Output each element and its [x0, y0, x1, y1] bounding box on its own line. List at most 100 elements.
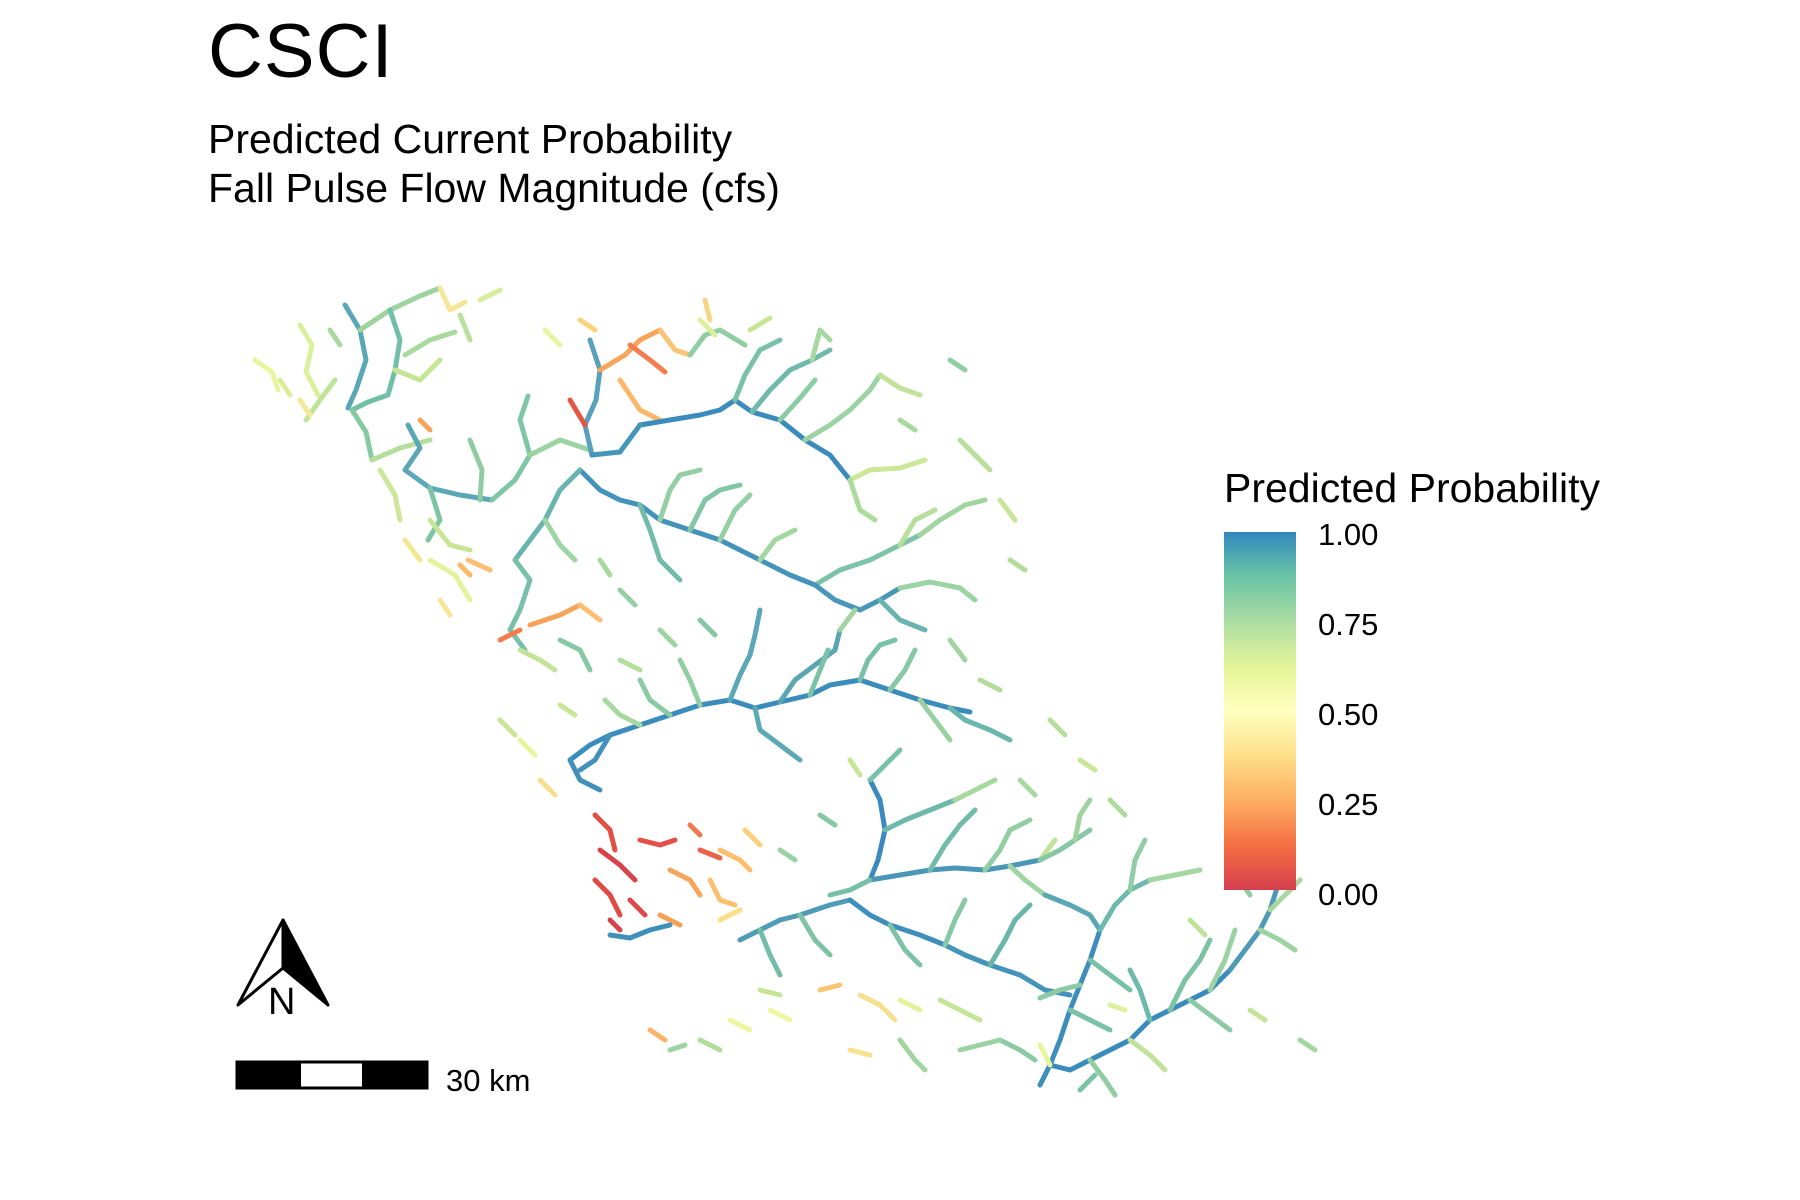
stream-reach: [542, 517, 578, 563]
stream-reach: [897, 417, 918, 433]
stream-reach: [897, 1037, 928, 1073]
stream-reach: [757, 527, 798, 563]
stream-reach: [897, 579, 978, 603]
stream-reach: [1107, 797, 1128, 818]
stream-reach: [1257, 927, 1298, 953]
legend-tick-label: 0.50: [1318, 697, 1379, 732]
stream-reach: [942, 897, 968, 948]
stream-reach: [737, 897, 853, 943]
stream-reach: [342, 302, 369, 411]
stream-reach: [817, 812, 838, 828]
stream-reach: [757, 987, 783, 998]
stream-reach: [657, 627, 678, 648]
stream-reach: [589, 422, 643, 458]
stream-reach: [1127, 837, 1148, 893]
stream-reach: [749, 347, 833, 415]
stream-reach: [1017, 777, 1038, 798]
stream-reach: [327, 327, 343, 348]
stream-reach: [1067, 1007, 1113, 1033]
subtitle-line-2: Fall Pulse Flow Magnitude (cfs): [208, 165, 780, 211]
stream-reach: [897, 997, 923, 1013]
stream-reach: [947, 637, 968, 663]
stream-reach: [297, 397, 313, 418]
stream-reach: [1077, 757, 1098, 773]
stream-reach: [707, 877, 738, 908]
stream-reach: [1187, 997, 1233, 1033]
stream-reach: [927, 807, 978, 873]
stream-reach: [677, 657, 703, 708]
stream-reach: [942, 942, 1023, 978]
stream-reach: [577, 317, 598, 333]
stream-reach: [667, 867, 703, 898]
stream-network: [252, 285, 1318, 1098]
stream-reach: [882, 797, 958, 833]
stream-reach: [427, 517, 473, 553]
stream-reach: [617, 657, 643, 673]
stream-reach: [1042, 892, 1103, 933]
stream-reach: [567, 677, 973, 763]
stream-reach: [867, 747, 903, 783]
stream-reach: [477, 287, 503, 303]
stream-reach: [1207, 927, 1238, 993]
stream-reach: [857, 637, 898, 683]
legend-tick-label: 0.75: [1318, 607, 1379, 642]
stream-reach: [857, 992, 898, 1023]
stream-reach: [527, 602, 583, 628]
stream-reach: [567, 757, 603, 793]
stream-reach: [777, 627, 843, 705]
stream-reach: [425, 485, 443, 543]
stream-reach: [727, 607, 763, 703]
stream-reach: [802, 372, 883, 443]
stream-reach: [1037, 827, 1093, 863]
stream-reach: [812, 582, 903, 613]
stream-reach: [827, 877, 873, 898]
stream-reach: [1297, 1037, 1318, 1053]
stream-reach: [887, 647, 918, 693]
stream-reach: [489, 393, 533, 503]
stream-reach: [577, 467, 818, 588]
stream-reach: [1167, 937, 1213, 1013]
stream-reach: [952, 777, 998, 803]
stream-reach: [657, 327, 693, 358]
stream-reach: [742, 827, 763, 848]
stream-reach: [1037, 1042, 1053, 1068]
stream-reach: [497, 717, 518, 738]
stream-reach: [607, 922, 673, 941]
stream-reach: [592, 812, 618, 853]
legend-title: Predicted Probability: [1224, 465, 1601, 511]
stream-reach: [349, 407, 375, 463]
stream-reach: [1007, 557, 1028, 573]
stream-reach: [1247, 1007, 1268, 1023]
stream-reach: [592, 877, 623, 918]
stream-reach: [982, 817, 1033, 873]
stream-reach: [747, 315, 773, 333]
stream-reach: [997, 497, 1018, 523]
stream-reach: [717, 492, 753, 543]
stream-reach: [702, 297, 713, 323]
stream-reach: [392, 357, 443, 383]
stream-reach: [557, 702, 578, 718]
map-title: CSCI: [208, 9, 394, 94]
stream-reach: [417, 417, 433, 433]
stream-reach: [1127, 1037, 1168, 1073]
stream-reach: [917, 497, 988, 538]
scale-bar-label: 30 km: [446, 1063, 531, 1098]
stream-reach: [597, 557, 613, 578]
stream-reach: [777, 847, 798, 863]
stream-reach: [457, 562, 473, 578]
stream-reach: [1047, 967, 1233, 1073]
stream-reach: [617, 587, 638, 608]
stream-reach: [752, 705, 803, 763]
north-arrow-icon: [236, 918, 330, 1007]
stream-reach: [847, 1047, 873, 1058]
legend-tick-label: 1.00: [1318, 517, 1379, 552]
stream-reach: [402, 537, 423, 563]
stream-reach: [402, 422, 495, 503]
stream-reach: [837, 607, 858, 633]
stream-reach: [582, 337, 603, 458]
stream-reach: [637, 677, 673, 718]
stream-reach: [812, 532, 923, 588]
stream-reach: [1007, 863, 1048, 898]
stream-reach: [467, 437, 485, 503]
stream-reach: [465, 557, 493, 573]
